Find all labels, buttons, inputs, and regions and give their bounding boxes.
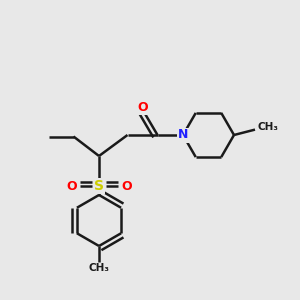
Text: CH₃: CH₃ [88,263,110,273]
Text: N: N [178,128,188,142]
Text: O: O [121,179,132,193]
Text: N: N [178,128,188,142]
Text: S: S [94,179,104,193]
Text: O: O [66,179,77,193]
Text: CH₃: CH₃ [258,122,279,133]
Text: O: O [137,100,148,114]
